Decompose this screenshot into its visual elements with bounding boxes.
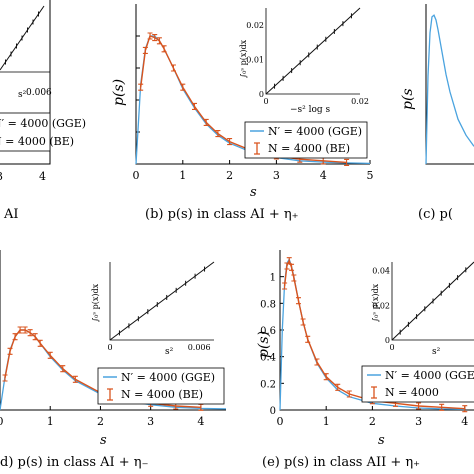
inset-y-tick-label: 0.04 bbox=[372, 267, 390, 276]
panel-c: p(s (c) p( bbox=[400, 4, 474, 222]
panel-a-legend-be: N = 4000 (BE) bbox=[0, 135, 74, 148]
panel-e-inset-xlabel: s² bbox=[432, 347, 441, 357]
panel-b-legend-be: N = 4000 (BE) bbox=[268, 142, 350, 155]
panel-b-xlabel: s bbox=[250, 185, 257, 200]
panel-d-legend-be: N = 4000 (BE) bbox=[121, 388, 203, 401]
y-tick-label: 0 bbox=[270, 406, 276, 417]
x-tick-label: 1 bbox=[47, 415, 54, 428]
panel-e-legend-be: N = 4000 bbox=[385, 386, 439, 399]
y-tick-label: 0.4 bbox=[260, 353, 276, 364]
panel-a-caption: AI bbox=[3, 207, 19, 222]
series-errorbar-line bbox=[283, 258, 465, 410]
x-tick-label: 0 bbox=[277, 415, 284, 428]
axis-frame bbox=[425, 4, 474, 165]
panel-a-xtick-4: 4 bbox=[39, 170, 46, 183]
x-tick-label: 5 bbox=[367, 169, 374, 182]
inset-y-tick-label: 0.02 bbox=[372, 301, 390, 310]
inset-x-tick-label: 0 bbox=[389, 343, 394, 352]
x-tick-label: 3 bbox=[273, 169, 280, 182]
panel-b-caption: (b) p(s) in class AI + η₊ bbox=[145, 207, 299, 222]
inset-x-tick-label: 0.006 bbox=[188, 343, 211, 352]
panel-a-inset-xtick: 0.006 bbox=[26, 88, 52, 98]
series-curve bbox=[425, 14, 474, 165]
inset-line bbox=[265, 7, 361, 95]
panel-d-caption: d) p(s) in class AI + η₋ bbox=[0, 455, 148, 470]
panel-a-inset-data bbox=[0, 5, 45, 71]
inset-y-tick-label: 0 bbox=[385, 336, 390, 345]
panel-d-inset-xlabel: s² bbox=[165, 347, 174, 357]
inset-y-tick-label: 0 bbox=[259, 90, 264, 99]
panel-b-inset-xlabel: −s² log s bbox=[290, 105, 331, 115]
x-tick-label: 4 bbox=[461, 415, 468, 428]
panel-b: 0 1 2 3 4 5 0 0.02 0 0.01 0.02 ∫₀ˢ p(x)dx −s² log… bbox=[111, 4, 374, 222]
x-tick-label: 3 bbox=[415, 415, 422, 428]
x-tick-label: 2 bbox=[97, 415, 104, 428]
panel-a: s² 0.006 N′ = 4000 (GGE) N = 4000 (BE) 3… bbox=[0, 0, 86, 222]
panel-a-inset-xlabel: s² bbox=[18, 90, 27, 100]
inset-y-tick-label: 0.01 bbox=[246, 56, 264, 65]
x-tick-label: 3 bbox=[147, 415, 154, 428]
panel-b-inset-ylabel: ∫₀ˢ p(x)dx bbox=[239, 39, 248, 78]
x-tick-label: 0 bbox=[133, 169, 140, 182]
panel-e-inset-ylabel: ∫₀ˢ p(x)dx bbox=[371, 283, 380, 322]
panel-d-inset: 0 0.006 bbox=[107, 261, 215, 352]
y-tick-label: 1 bbox=[270, 273, 276, 284]
panel-d: 0 1 2 3 4 0 0.006 ∫₀ˢ p(x)dx s² N′ = 4000 (GG… bbox=[0, 250, 227, 470]
panel-e-caption: (e) p(s) in class AII + η₊ bbox=[262, 455, 420, 470]
x-tick-label: 4 bbox=[320, 169, 327, 182]
panel-a-legend bbox=[0, 112, 51, 152]
x-tick-label: 1 bbox=[179, 169, 186, 182]
panel-a-inset-axes bbox=[0, 0, 51, 73]
panel-d-legend: N′ = 4000 (GGE) N = 4000 (BE) bbox=[97, 367, 225, 405]
x-tick-label: 0 bbox=[0, 415, 4, 428]
panel-e: 0 1 2 3 400.20.40.60.81 000.020.04 ∫₀ˢ p(x)d… bbox=[256, 250, 474, 470]
panel-c-axes bbox=[425, 4, 474, 165]
panel-e-inset: 00 0.02 0.04 bbox=[372, 261, 474, 352]
panel-d-legend-gge: N′ = 4000 (GGE) bbox=[121, 371, 215, 384]
y-tick-label: 0.8 bbox=[260, 299, 276, 310]
inset-x-tick-label: 0.02 bbox=[351, 97, 369, 106]
inset-x-tick-label: 0 bbox=[263, 97, 268, 106]
panel-e-legend-gge: N′ = 4000 (GGE) bbox=[385, 369, 474, 382]
panel-a-xtick-3: 3 bbox=[0, 170, 3, 183]
panel-d-xlabel: s bbox=[100, 433, 107, 448]
x-tick-label: 4 bbox=[197, 415, 204, 428]
panel-c-data bbox=[425, 14, 474, 165]
inset-y-tick-label: 0.02 bbox=[246, 21, 264, 30]
panel-d-inset-ylabel: ∫₀ˢ p(x)dx bbox=[91, 283, 100, 322]
panel-e-data bbox=[279, 257, 468, 413]
panel-b-inset: 0 0.02 0 0.01 0.02 bbox=[246, 7, 369, 106]
legend-be-marker bbox=[254, 142, 260, 155]
panel-e-legend: N′ = 4000 (GGE) N = 4000 bbox=[361, 365, 474, 403]
inset-x-tick-label: 0 bbox=[107, 343, 112, 352]
panel-b-legend: N′ = 4000 (GGE) N = 4000 (BE) bbox=[244, 121, 368, 159]
x-tick-label: 2 bbox=[226, 169, 233, 182]
inset-line bbox=[109, 261, 215, 341]
panel-c-ylabel: p(s bbox=[400, 88, 416, 110]
y-tick-label: 0.2 bbox=[260, 379, 276, 390]
panel-a-legend-gge: N′ = 4000 (GGE) bbox=[0, 117, 86, 130]
x-tick-label: 2 bbox=[369, 415, 376, 428]
panel-e-xlabel: s bbox=[378, 433, 385, 448]
y-tick-label: 0.6 bbox=[260, 326, 276, 337]
panel-e-ylabel: p(s) bbox=[256, 331, 272, 358]
panel-b-legend-gge: N′ = 4000 (GGE) bbox=[268, 125, 362, 138]
panel-c-caption: (c) p( bbox=[418, 207, 453, 222]
x-tick-label: 1 bbox=[323, 415, 330, 428]
panel-b-ylabel: p(s) bbox=[111, 79, 127, 106]
